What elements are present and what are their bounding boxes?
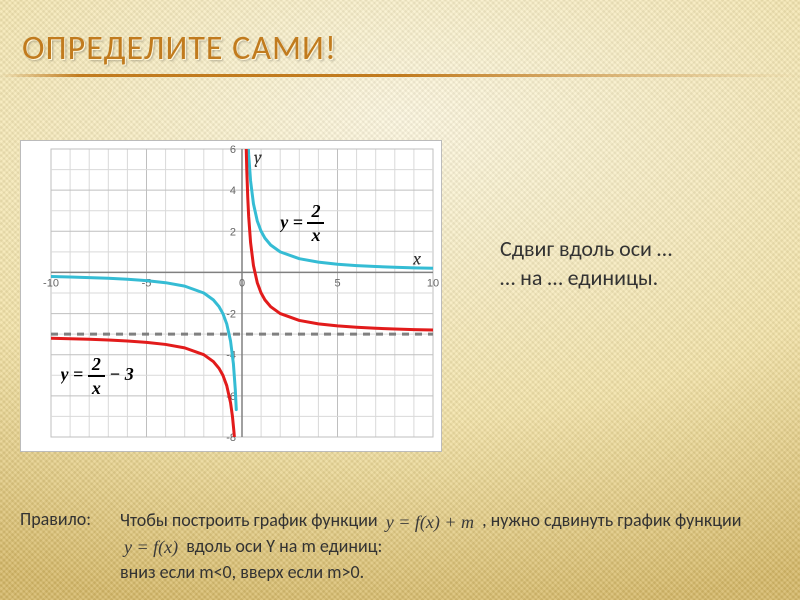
side-caption: Сдвиг вдоль оси … … на … единицы. — [500, 235, 800, 292]
svg-text:0: 0 — [239, 277, 245, 289]
formula-1: y = f(x) + m — [382, 510, 478, 534]
rule-part-1: Чтобы построить график функции — [120, 509, 378, 531]
rule-body: Чтобы построить график функции y = f(x) … — [120, 508, 800, 584]
svg-text:2: 2 — [230, 226, 236, 238]
rule-label: Правило: — [20, 508, 91, 530]
side-line-1: Сдвиг вдоль оси … — [500, 235, 800, 264]
rule-part-3: вдоль оси Y на m единиц: — [186, 535, 382, 557]
svg-text:10: 10 — [427, 277, 439, 289]
svg-text:-2: -2 — [226, 309, 236, 321]
chart-area: -10-50510-8-6-4-2246yxy = 2xy = 2x − 3 — [20, 140, 442, 452]
rule-part-4: вниз если m<0, вверх если m>0. — [120, 561, 364, 583]
rule-part-2: , нужно сдвинуть график функции — [482, 509, 741, 531]
svg-text:x: x — [412, 248, 422, 269]
page-title: ОПРЕДЕЛИТЕ САМИ! — [22, 28, 337, 69]
svg-text:y: y — [254, 147, 262, 168]
svg-text:6: 6 — [230, 144, 236, 156]
formula-2: y = f(x) — [120, 535, 182, 559]
side-line-2: … на … единицы. — [500, 264, 800, 293]
slide: ОПРЕДЕЛИТЕ САМИ! -10-50510-8-6-4-2246yxy… — [0, 0, 800, 600]
svg-text:5: 5 — [334, 277, 340, 289]
svg-text:4: 4 — [230, 185, 236, 197]
svg-text:-10: -10 — [43, 277, 59, 289]
chart-svg: -10-50510-8-6-4-2246yxy = 2xy = 2x − 3 — [21, 141, 441, 451]
title-underline — [0, 74, 800, 77]
